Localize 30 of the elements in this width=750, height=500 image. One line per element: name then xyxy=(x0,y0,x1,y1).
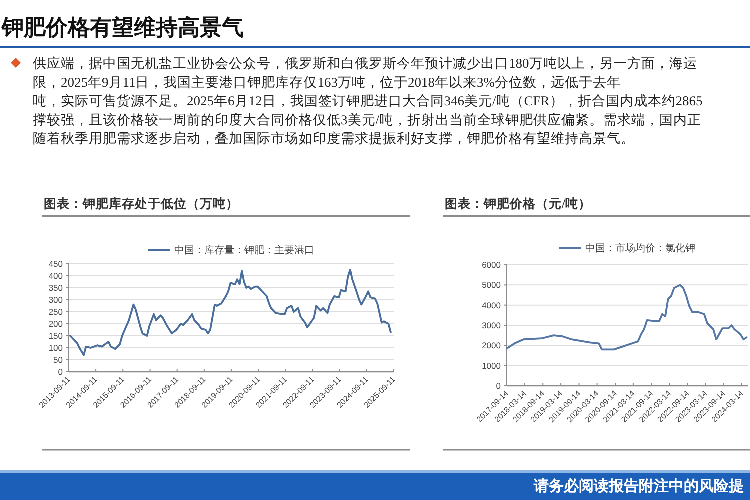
y-tick-label: 450 xyxy=(48,259,64,269)
line-series xyxy=(70,269,392,356)
y-tick-label: 400 xyxy=(48,271,64,281)
text: 请务必阅读报告附注中的风险提 xyxy=(533,477,744,495)
chart-title: 图表：钾肥库存处于低位（万吨） xyxy=(44,196,239,211)
text: 撑较强，且该价格较一周前的印度大合同价格仅低3美元/吨，折射出当前全球钾肥供应偏紧。需求端，国内正 xyxy=(33,112,702,128)
y-tick-label: 250 xyxy=(48,307,64,317)
text: 供应端，据中国无机盐工业协会公众号，俄罗斯和白俄罗斯今年预计减少出口180万吨以上，另一方面，海运 xyxy=(33,56,698,71)
y-tick-label: 150 xyxy=(48,331,64,341)
y-tick-label: 2000 xyxy=(482,340,502,351)
text: 限，2025年9月11日，我国主要港口钾肥库存仅163万吨，位于2018年以来3%分位数，远低于去年 xyxy=(33,74,621,90)
chart-title: 图表：钾肥价格（元/吨） xyxy=(445,197,592,211)
text: 随着秋季用肥需求逐步启动，叠加国际市场如印度需求提振利好支撑，钾肥价格有望维持高景气。 xyxy=(33,131,635,146)
y-tick-label: 4000 xyxy=(482,300,502,310)
text: 钾肥价格有望维持高景气 xyxy=(1,15,244,40)
y-tick-label: 0 xyxy=(496,381,502,391)
text: 吨，实际可售货源不足。2025年6月12日，我国签订钾肥进口大合同346美元/吨（CFR），折合国内成本约2865 xyxy=(33,94,704,109)
y-tick-label: 1000 xyxy=(482,360,502,371)
y-tick-label: 0 xyxy=(58,367,64,377)
y-tick-label: 5000 xyxy=(482,280,502,290)
legend-label: 中国：库存量：钾肥：主要港口 xyxy=(174,244,314,256)
y-tick-label: 300 xyxy=(48,295,64,305)
y-tick-label: 6000 xyxy=(482,260,502,270)
y-tick-label: 200 xyxy=(48,319,64,329)
line-series xyxy=(506,284,748,351)
y-tick-label: 3000 xyxy=(482,320,502,330)
y-tick-label: 100 xyxy=(48,343,64,353)
legend-label: 中国：市场均价：氯化钾 xyxy=(586,242,696,254)
y-tick-label: 50 xyxy=(54,355,64,365)
y-tick-label: 350 xyxy=(48,283,64,293)
